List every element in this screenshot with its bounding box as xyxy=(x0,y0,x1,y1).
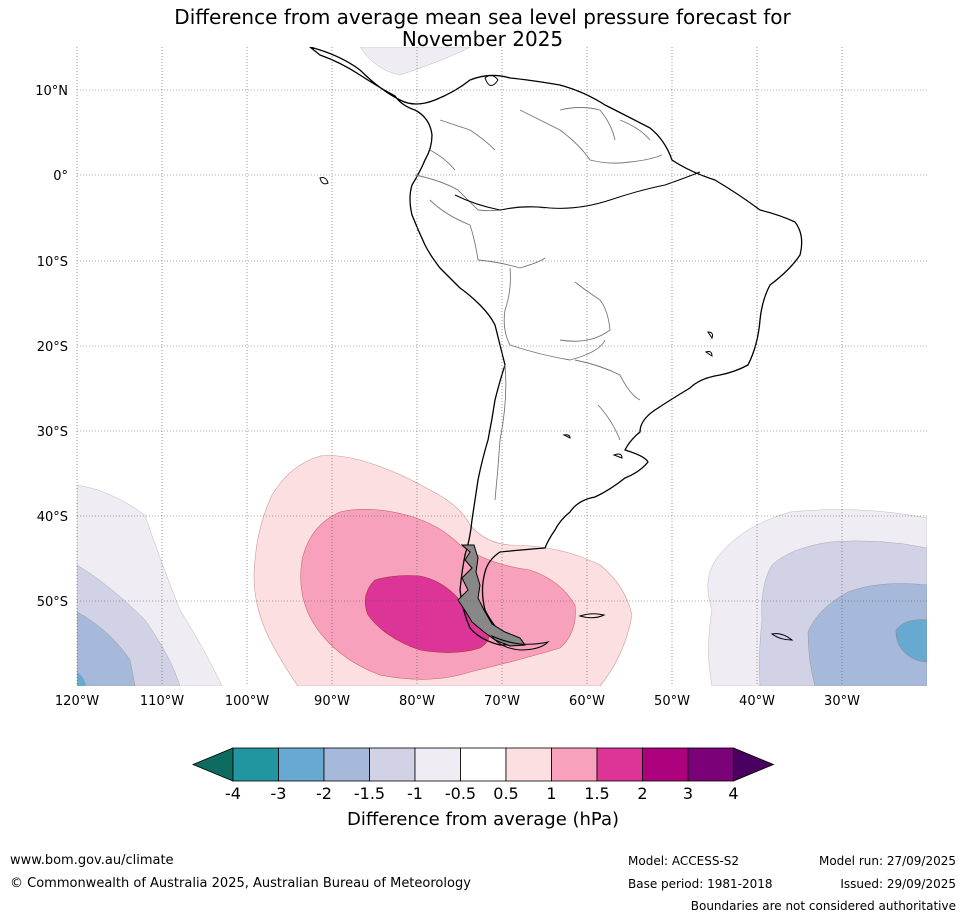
model-text: Model: ACCESS-S2 xyxy=(628,854,740,868)
colorbar-segment xyxy=(642,747,689,782)
colorbar-tick-label: 1 xyxy=(546,784,556,803)
patagonia-coast xyxy=(457,544,526,647)
lon-label: 40°W xyxy=(739,694,775,709)
colorbar-tick-label: 4 xyxy=(728,784,738,803)
colorbar-segment xyxy=(460,747,507,782)
colorbar-tick-label: -0.5 xyxy=(445,784,476,803)
disclaimer-text: Boundaries are not considered authoritat… xyxy=(690,899,956,913)
map-gridlines xyxy=(76,47,927,686)
anomaly-west-neg2 xyxy=(77,611,136,686)
anomaly-east-neg2 xyxy=(895,619,927,663)
chart-title-line2: November 2025 xyxy=(401,27,564,51)
lat-label: 50°S xyxy=(37,595,68,610)
colorbar-segment xyxy=(232,747,279,782)
colorbar-tick-label: -1.5 xyxy=(354,784,385,803)
website-link[interactable]: www.bom.gov.au/climate xyxy=(10,853,174,868)
colorbar-segment xyxy=(369,747,416,782)
colorbar-extend-high xyxy=(733,747,775,782)
lon-label: 30°W xyxy=(824,694,860,709)
amazon-river xyxy=(454,171,701,211)
anomaly-north-lavender xyxy=(359,47,471,76)
lon-label: 50°W xyxy=(654,694,690,709)
colorbar-segment xyxy=(414,747,461,782)
lat-label: 40°S xyxy=(37,510,68,525)
colorbar-extend-low xyxy=(191,747,234,782)
lon-label: 70°W xyxy=(484,694,520,709)
colorbar-segment xyxy=(323,747,370,782)
anomaly-west-neg3 xyxy=(77,672,86,686)
chart-title-line1: Difference from average mean sea level p… xyxy=(174,5,791,29)
colorbar-tick-label: -3 xyxy=(271,784,287,803)
colorbar-tick-label: -1 xyxy=(407,784,423,803)
copyright-text: © Commonwealth of Australia 2025, Austra… xyxy=(10,876,471,891)
model-run-text: Model run: 27/09/2025 xyxy=(818,854,956,868)
base-period-text: Base period: 1981-2018 xyxy=(628,877,773,891)
lat-label: 10°S xyxy=(37,255,68,270)
lat-label: 10°N xyxy=(35,84,68,99)
colorbar-segment xyxy=(278,747,325,782)
lat-label: 30°S xyxy=(37,425,68,440)
colorbar-tick-label: 3 xyxy=(683,784,693,803)
colorbar-segment xyxy=(505,747,552,782)
tierra-del-fuego xyxy=(490,634,550,651)
lat-label: 20°S xyxy=(37,340,68,355)
colorbar-segment xyxy=(551,747,598,782)
colorbar-label: Difference from average (hPa) xyxy=(347,809,619,830)
lat-label: 0° xyxy=(53,169,68,184)
lon-label: 100°W xyxy=(225,694,269,709)
colorbar-tick-label: -4 xyxy=(225,784,241,803)
colorbar-tick-label: 2 xyxy=(637,784,647,803)
lon-label: 80°W xyxy=(399,694,435,709)
anomaly-east-neg15 xyxy=(807,583,927,686)
lon-label: 110°W xyxy=(140,694,184,709)
colorbar-tick-label: 1.5 xyxy=(584,784,609,803)
issued-text: Issued: 29/09/2025 xyxy=(840,877,956,891)
colorbar-segment xyxy=(596,747,643,782)
colorbar-tick-label: -2 xyxy=(316,784,332,803)
lon-label: 60°W xyxy=(569,694,605,709)
lon-label: 90°W xyxy=(314,694,350,709)
colorbar-tick-label: 0.5 xyxy=(493,784,518,803)
colorbar-segment xyxy=(687,747,734,782)
colorbar xyxy=(191,747,775,782)
south-america-landmass xyxy=(309,47,803,646)
lon-label: 120°W xyxy=(55,694,99,709)
